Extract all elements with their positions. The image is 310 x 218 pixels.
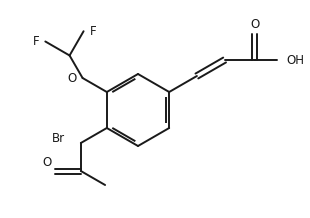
- Text: O: O: [42, 155, 51, 169]
- Text: F: F: [90, 25, 96, 38]
- Text: OH: OH: [287, 53, 305, 66]
- Text: O: O: [67, 72, 77, 85]
- Text: Br: Br: [52, 133, 65, 145]
- Text: O: O: [250, 19, 259, 31]
- Text: F: F: [33, 35, 39, 48]
